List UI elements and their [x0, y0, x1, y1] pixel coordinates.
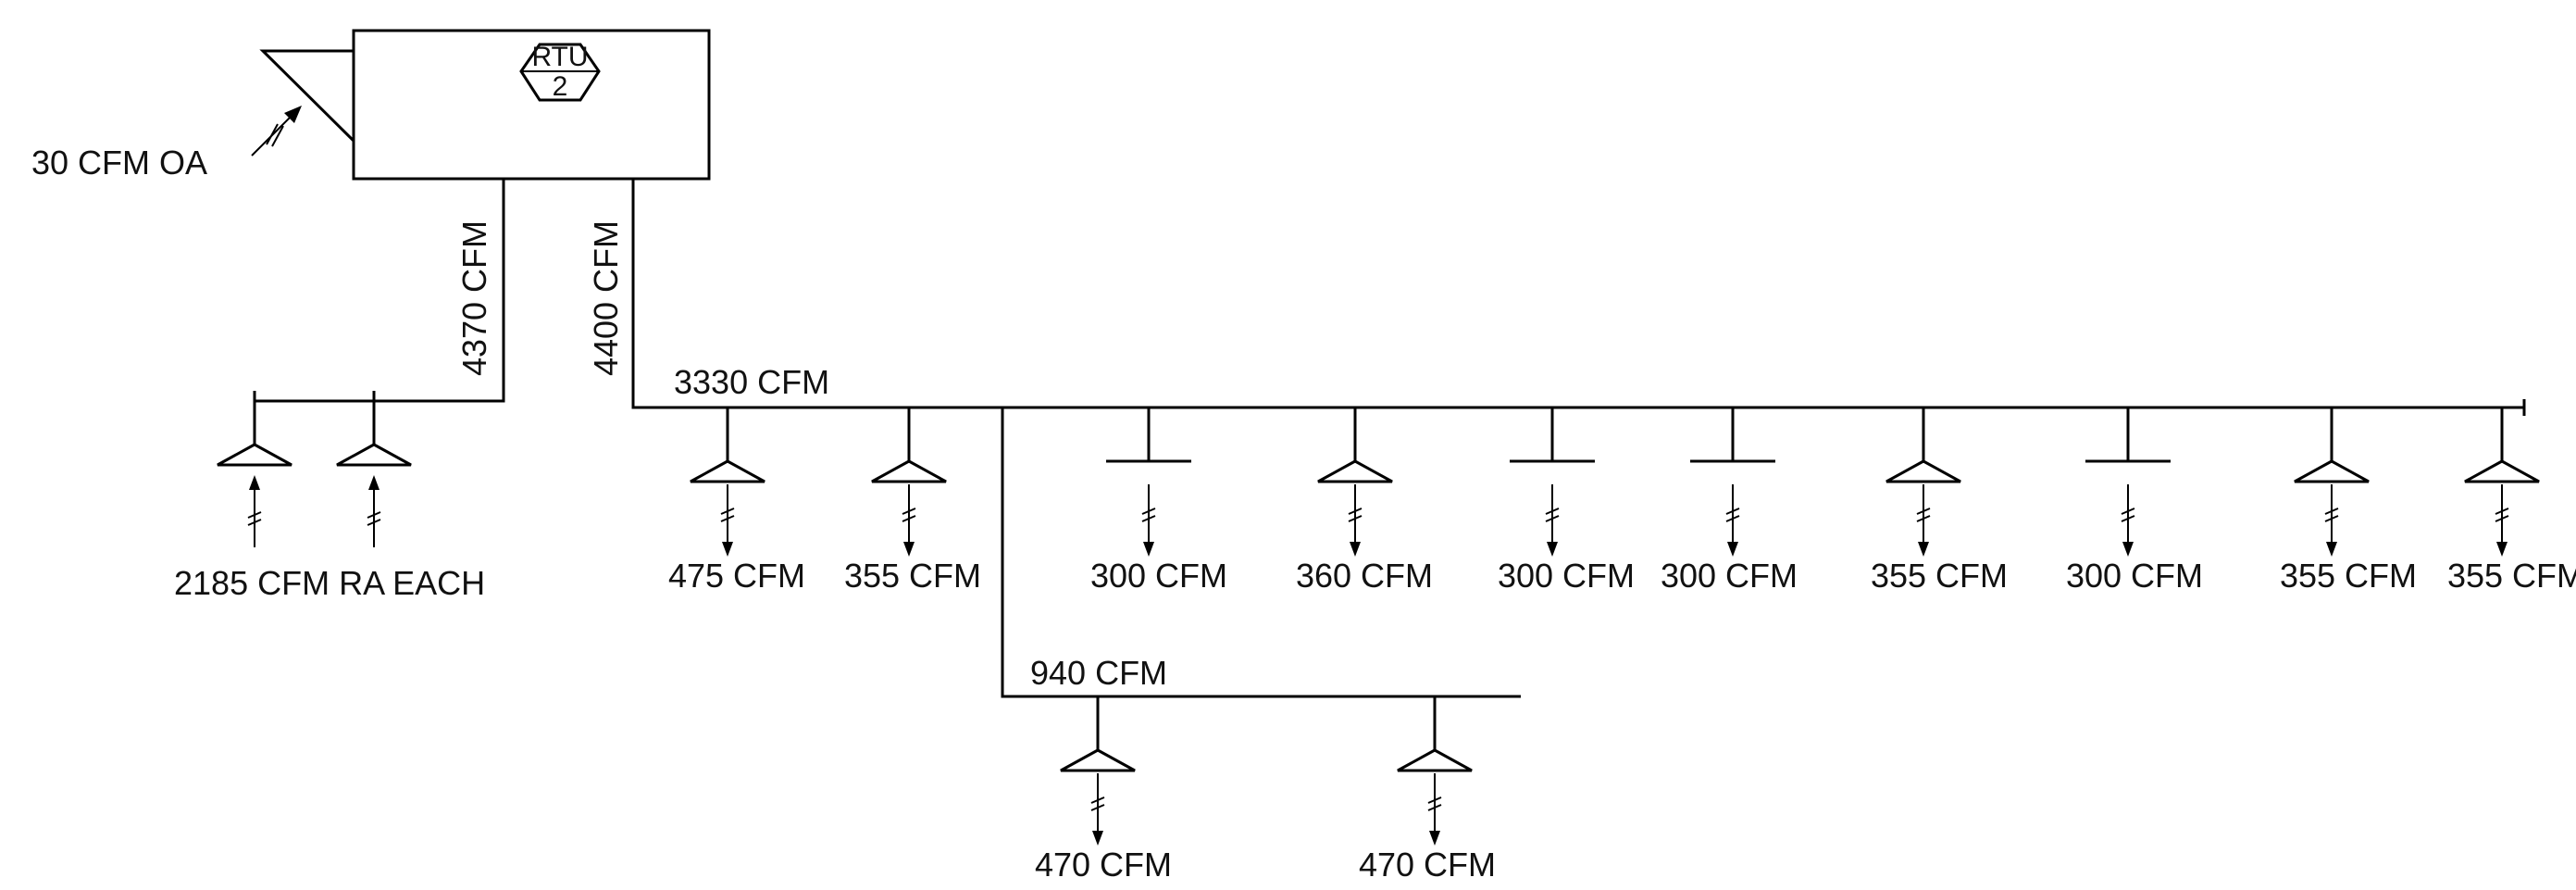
main-diffusers	[689, 406, 2541, 558]
supply-diffuser	[1885, 406, 1962, 558]
rtu-unit: RTU 2	[352, 29, 711, 181]
diffuser-label: 355 CFM	[2280, 557, 2417, 595]
supply-main-duct	[631, 179, 2526, 416]
supply-diffuser	[2463, 406, 2541, 558]
diffuser-label: 470 CFM	[1359, 846, 1496, 884]
supply-diffuser	[870, 406, 948, 558]
diffuser-label: 360 CFM	[1296, 557, 1433, 595]
diffuser-label: 355 CFM	[1871, 557, 2008, 595]
return-grilles-label: 2185 CFM RA EACH	[174, 564, 485, 602]
supply-main-label: 3330 CFM	[674, 363, 829, 401]
diffuser-label: 300 CFM	[1498, 557, 1635, 595]
diffuser-label: 300 CFM	[1090, 557, 1227, 595]
supply-diffuser	[689, 406, 766, 558]
outside-air-hood	[251, 49, 355, 157]
diffuser-label: 470 CFM	[1035, 846, 1172, 884]
branch-duct-label: 940 CFM	[1030, 654, 1167, 692]
outside-air-label: 30 CFM OA	[31, 144, 207, 182]
return-duct	[216, 179, 505, 548]
diffuser-label: 355 CFM	[844, 557, 981, 595]
rtu-tag-number: 2	[553, 71, 568, 102]
rtu-tag-name: RTU	[531, 42, 588, 72]
supply-duct-label: 4400 CFM	[587, 220, 625, 376]
supply-diffuser	[1104, 406, 1193, 558]
branch-duct	[1001, 407, 1521, 698]
diffuser-label: 300 CFM	[2066, 557, 2203, 595]
supply-diffuser	[1059, 695, 1137, 846]
supply-diffuser	[2084, 406, 2172, 558]
diffuser-label: 300 CFM	[1661, 557, 1798, 595]
diffuser-label: 475 CFM	[668, 557, 805, 595]
supply-diffuser	[1688, 406, 1777, 558]
supply-diffuser	[1396, 695, 1474, 846]
supply-diffuser	[1508, 406, 1597, 558]
supply-diffuser	[2293, 406, 2371, 558]
return-duct-label: 4370 CFM	[455, 220, 493, 376]
diffuser-label: 355 CFM	[2447, 557, 2576, 595]
supply-diffuser	[1316, 406, 1394, 558]
branch-diffusers	[1059, 695, 1474, 846]
